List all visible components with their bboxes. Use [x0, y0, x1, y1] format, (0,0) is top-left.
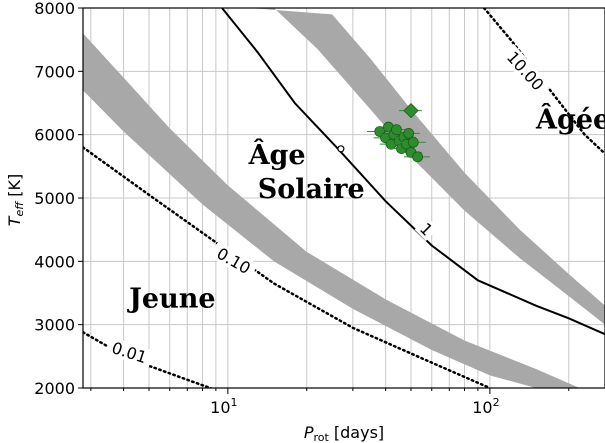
y-tick-label: 4000 [34, 252, 75, 271]
contour-line-0.10 [83, 146, 492, 388]
y-tick-label: 5000 [34, 189, 75, 208]
x-tick-label: 101 [210, 396, 237, 417]
region-label: Solaire [258, 174, 365, 205]
star-marker [391, 124, 402, 136]
region-label: Âgée [535, 102, 605, 135]
star-marker [412, 151, 424, 163]
region-label: Âge [248, 138, 306, 171]
data-points [337, 102, 430, 163]
region-label: Jeune [127, 284, 215, 315]
y-tick-label: 8000 [34, 0, 75, 18]
contour-line-10.00 [482, 8, 605, 155]
contour-label-bg [500, 43, 552, 98]
band-1 [83, 33, 580, 388]
contour-label: 0.01 [109, 338, 149, 367]
star-point-highlight [399, 102, 422, 119]
band-2 [248, 8, 605, 325]
contour-label-bg [104, 336, 155, 368]
contour-line-0.01 [83, 331, 214, 388]
star-marker [403, 127, 415, 139]
contour-label-bg [209, 241, 259, 280]
y-tick-label: 7000 [34, 62, 75, 81]
star-marker-diamond [403, 102, 419, 119]
sun-marker [337, 145, 345, 153]
y-axis-label: Teff [K] [5, 174, 26, 227]
axis-ticks: 2000 3000 4000 5000 6000 7000 8000 101 102 [34, 0, 570, 417]
star-point [382, 124, 409, 136]
x-axis-label: Prot [days] [304, 423, 384, 443]
star-marker [407, 136, 419, 148]
contour-line-1 [221, 8, 605, 336]
y-tick-label: 2000 [34, 379, 75, 398]
star-point [403, 151, 430, 163]
x-tick-label: 102 [472, 396, 499, 417]
star-point [396, 127, 420, 139]
gyrochronology-bands [83, 8, 605, 388]
y-tick-label: 6000 [34, 126, 75, 145]
star-point [399, 136, 426, 148]
y-tick-label: 3000 [34, 316, 75, 335]
contour-label-bg [414, 216, 439, 241]
